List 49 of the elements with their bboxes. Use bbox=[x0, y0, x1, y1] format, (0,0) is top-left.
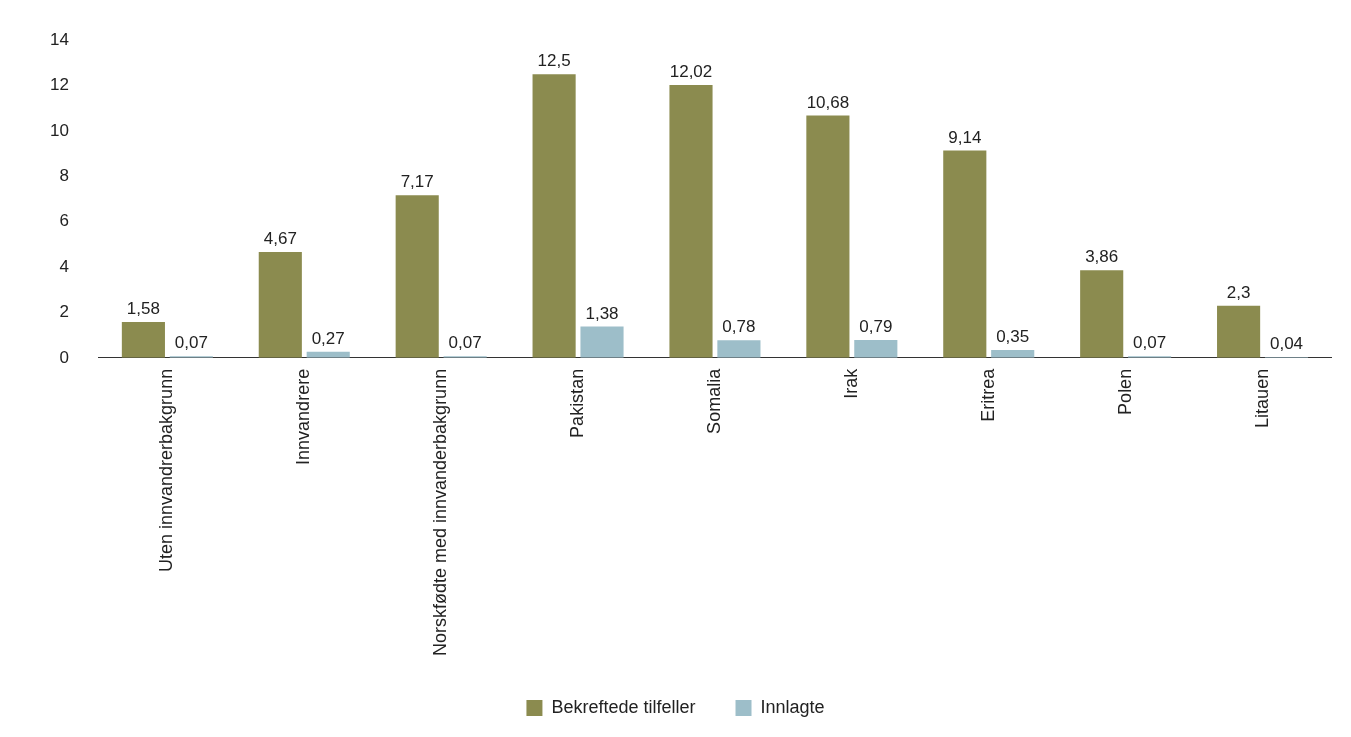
data-label: 2,3 bbox=[1226, 282, 1251, 302]
bar bbox=[854, 339, 898, 358]
x-tick-label: Litauen bbox=[1251, 368, 1272, 428]
bar bbox=[580, 326, 624, 358]
data-label: 0,35 bbox=[996, 327, 1030, 347]
bar bbox=[669, 85, 713, 358]
y-tick-label: 14 bbox=[49, 29, 69, 49]
x-tick-label: Polen bbox=[1114, 368, 1135, 415]
y-tick-label: 12 bbox=[49, 75, 69, 95]
bar bbox=[943, 150, 987, 358]
data-label: 12,02 bbox=[669, 62, 713, 82]
y-tick-label: 0 bbox=[59, 347, 69, 367]
data-label: 3,86 bbox=[1085, 247, 1119, 267]
data-label: 0,07 bbox=[174, 333, 208, 353]
x-tick-label: Norskfødte med innvanderbakgrunn bbox=[430, 368, 451, 656]
y-tick-label: 8 bbox=[59, 166, 69, 186]
x-tick-label: Eritrea bbox=[977, 367, 998, 422]
data-label: 0,04 bbox=[1269, 334, 1304, 354]
data-label: 1,58 bbox=[126, 299, 160, 319]
bar bbox=[1217, 305, 1261, 358]
y-tick-label: 2 bbox=[59, 302, 69, 322]
bar bbox=[258, 251, 302, 358]
x-tick-label: Pakistan bbox=[567, 368, 588, 438]
bar bbox=[806, 115, 850, 358]
x-tick-label: Somalia bbox=[703, 367, 724, 434]
x-tick-label: Irak bbox=[840, 367, 861, 399]
x-tick-label: Innvandrere bbox=[293, 368, 314, 465]
bar bbox=[121, 322, 165, 358]
y-tick-label: 6 bbox=[59, 211, 69, 231]
bar bbox=[532, 74, 576, 358]
data-label: 9,14 bbox=[948, 127, 982, 147]
x-tick-label: Uten innvandrerbakgrunn bbox=[156, 368, 177, 572]
y-tick-label: 4 bbox=[59, 256, 69, 276]
data-label: 0,07 bbox=[448, 333, 482, 353]
bar bbox=[717, 340, 761, 358]
data-label: 0,78 bbox=[722, 317, 756, 337]
data-label: 1,38 bbox=[585, 303, 619, 323]
data-label: 10,68 bbox=[806, 92, 850, 112]
data-label: 0,79 bbox=[859, 317, 893, 337]
bar bbox=[395, 195, 439, 358]
y-tick-label: 10 bbox=[49, 120, 69, 140]
data-label: 0,07 bbox=[1133, 333, 1167, 353]
data-label: 7,17 bbox=[400, 172, 434, 192]
data-label: 12,5 bbox=[537, 51, 571, 71]
data-label: 4,67 bbox=[263, 229, 297, 249]
legend-label: Innlagte bbox=[760, 696, 825, 717]
legend-label: Bekreftede tilfeller bbox=[551, 696, 696, 717]
data-label: 0,27 bbox=[311, 328, 345, 348]
bar bbox=[1080, 270, 1124, 358]
